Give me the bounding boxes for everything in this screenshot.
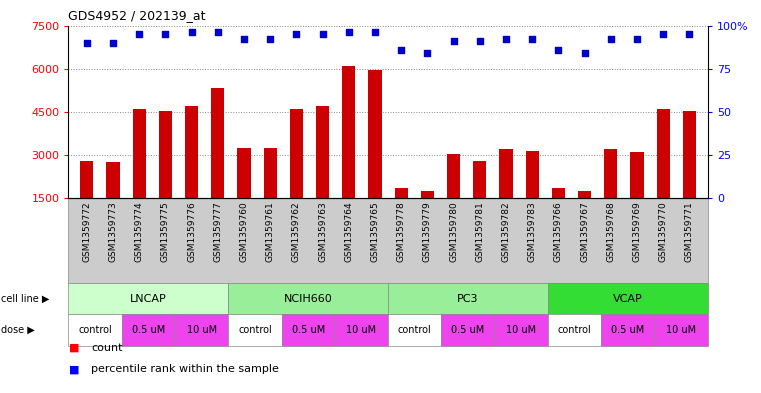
Bar — [395, 188, 408, 242]
Point — [422, 50, 434, 56]
Point — [212, 29, 224, 36]
Bar — [526, 151, 539, 242]
Point — [552, 47, 565, 53]
Point — [342, 29, 355, 36]
Point — [186, 29, 198, 36]
Point — [159, 31, 171, 37]
Point — [605, 36, 617, 42]
Bar — [499, 149, 513, 242]
Text: LNCAP: LNCAP — [130, 294, 167, 304]
Point — [395, 47, 407, 53]
Bar — [421, 191, 434, 242]
Text: 10 uM: 10 uM — [186, 325, 217, 335]
Text: control: control — [558, 325, 591, 335]
Point — [473, 38, 486, 44]
Text: 0.5 uM: 0.5 uM — [611, 325, 645, 335]
Text: ■: ■ — [68, 364, 79, 375]
Point — [291, 31, 303, 37]
Text: 10 uM: 10 uM — [506, 325, 537, 335]
Text: VCAP: VCAP — [613, 294, 643, 304]
Text: control: control — [238, 325, 272, 335]
Point — [317, 31, 329, 37]
Text: PC3: PC3 — [457, 294, 479, 304]
Bar — [290, 109, 303, 242]
Text: 10 uM: 10 uM — [346, 325, 377, 335]
Bar — [657, 109, 670, 242]
Bar — [185, 106, 198, 242]
Bar — [159, 110, 172, 242]
Bar — [263, 148, 277, 242]
Point — [447, 38, 460, 44]
Text: NCIH660: NCIH660 — [284, 294, 333, 304]
Text: GDS4952 / 202139_at: GDS4952 / 202139_at — [68, 9, 206, 22]
Bar — [604, 149, 617, 242]
Text: percentile rank within the sample: percentile rank within the sample — [91, 364, 279, 375]
Point — [238, 36, 250, 42]
Point — [369, 29, 381, 36]
Bar — [342, 66, 355, 242]
Bar — [473, 161, 486, 242]
Text: 0.5 uM: 0.5 uM — [291, 325, 325, 335]
Bar — [132, 109, 146, 242]
Text: 0.5 uM: 0.5 uM — [132, 325, 165, 335]
Bar — [368, 70, 381, 242]
Text: 0.5 uM: 0.5 uM — [451, 325, 485, 335]
Bar — [552, 188, 565, 242]
Text: dose ▶: dose ▶ — [1, 325, 34, 335]
Bar — [107, 162, 119, 242]
Text: control: control — [398, 325, 431, 335]
Point — [81, 40, 93, 46]
Bar — [80, 161, 94, 242]
Point — [264, 36, 276, 42]
Bar — [683, 110, 696, 242]
Point — [500, 36, 512, 42]
Point — [631, 36, 643, 42]
Text: ■: ■ — [68, 343, 79, 353]
Bar — [212, 88, 224, 242]
Bar — [447, 154, 460, 242]
Point — [683, 31, 696, 37]
Point — [133, 31, 145, 37]
Bar — [316, 106, 330, 242]
Point — [657, 31, 669, 37]
Point — [578, 50, 591, 56]
Text: 10 uM: 10 uM — [666, 325, 696, 335]
Text: cell line ▶: cell line ▶ — [1, 294, 49, 304]
Bar — [578, 191, 591, 242]
Bar — [630, 152, 644, 242]
Point — [526, 36, 538, 42]
Text: count: count — [91, 343, 123, 353]
Bar — [237, 148, 250, 242]
Point — [107, 40, 119, 46]
Text: control: control — [78, 325, 112, 335]
